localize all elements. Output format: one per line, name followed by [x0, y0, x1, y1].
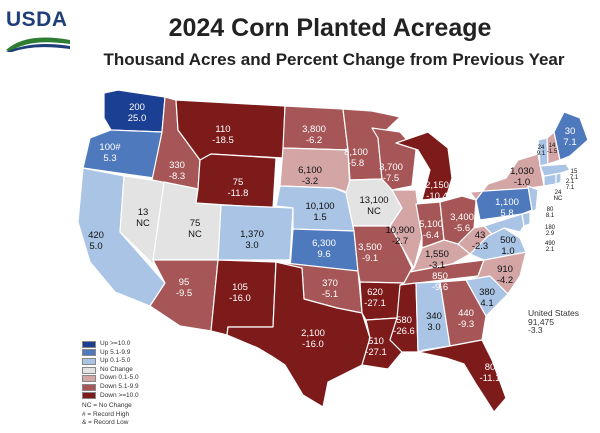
legend-swatch [82, 383, 96, 391]
legend-item: Up >=10.0 [82, 340, 139, 349]
us-total-value: 91,475 [528, 316, 554, 327]
legend-label: No Change [100, 365, 133, 373]
label-wv: 43 -2.3 [472, 230, 488, 252]
label-al: 340 3.0 [426, 311, 442, 333]
us-total-label: United States [528, 308, 580, 318]
label-ny: 1,030 -1.0 [510, 166, 534, 188]
legend-item: No Change [82, 366, 139, 375]
state-ma [539, 163, 571, 177]
legend-swatch [82, 357, 96, 365]
label-tn: 850 -9.6 [432, 271, 448, 293]
map-title: 2024 Corn Planted Acreage [168, 14, 492, 42]
label-oh: 3,400 -5.6 [450, 212, 474, 234]
usda-swoosh-icon [6, 37, 70, 52]
label-nv: 13 NC [136, 207, 150, 229]
label-ia: 13,100 NC [359, 195, 388, 217]
label-ut: 75 NC [188, 218, 202, 240]
label-ca: 420 5.0 [88, 230, 104, 252]
legend-label: Down 0.1-5.0 [100, 374, 139, 382]
label-ne: 10,100 1.5 [305, 201, 334, 223]
label-va: 500 1.0 [500, 235, 516, 257]
state-co [217, 204, 294, 261]
usda-logo: USDA [6, 8, 70, 52]
label-nc: 910 -4.2 [497, 264, 513, 286]
legend-swatch [82, 375, 96, 383]
label-id: 330 -8.3 [169, 160, 185, 182]
label-ky: 1,550 -3.1 [425, 249, 449, 271]
legend-notes: NC = No Change # = Record High & = Recor… [82, 402, 139, 428]
legend-label: Up >=10.0 [100, 340, 131, 347]
state-tx [226, 261, 371, 408]
state-ri [555, 172, 562, 185]
label-mn: 8,100 -5.8 [344, 147, 368, 169]
label-nj: 80 8.1 [546, 207, 555, 219]
label-sd: 6,100 -3.2 [298, 165, 322, 187]
label-la: 510 -27.1 [365, 336, 387, 358]
label-nd: 3,800 -6.2 [302, 124, 326, 146]
legend-label: Down >=10.0 [100, 391, 139, 399]
label-ct: 24 NC [554, 190, 563, 202]
label-in: 5,100 -6.4 [419, 219, 443, 241]
legend-item: Down 0.1-5.0 [82, 374, 139, 383]
label-wi: 3,700 -7.5 [379, 162, 403, 184]
label-ar: 620 -27.1 [364, 287, 386, 309]
label-me: 30 7.1 [563, 126, 576, 148]
state-me [553, 111, 589, 161]
label-fl: 80 -11.1 [480, 362, 501, 384]
label-az: 95 -9.5 [176, 277, 192, 299]
label-mi: 2,150 -10.4 [425, 180, 449, 202]
label-co: 1,370 3.0 [240, 229, 264, 251]
label-wa: 200 25.0 [128, 102, 147, 124]
label-ga: 440 -9.3 [458, 308, 474, 330]
label-wy: 75 -11.8 [228, 177, 249, 199]
state-nj [527, 185, 539, 213]
state-il [389, 189, 423, 269]
label-ks: 6,300 9.6 [312, 238, 336, 260]
state-or [82, 129, 163, 179]
legend-note: & = Record Low [82, 419, 129, 427]
state-wy [195, 153, 277, 209]
legend-swatch [82, 349, 96, 357]
legend-item: Down >=10.0 [82, 392, 139, 401]
legend-item: Up 5.1-9.9 [82, 349, 139, 358]
label-mt: 110 -18.5 [212, 124, 234, 146]
legend-swatch [82, 392, 96, 400]
state-ny [469, 153, 545, 201]
legend-note: # = Record High [82, 410, 130, 418]
legend-label: Up 0.1-5.0 [100, 357, 131, 365]
label-vt: 24 9.1 [537, 145, 546, 157]
map-subtitle: Thousand Acres and Percent Change from P… [103, 50, 565, 69]
usda-logo-text: USDA [6, 8, 68, 31]
state-sd [279, 147, 351, 194]
label-pa: 1,100 5.8 [495, 197, 519, 219]
label-or: 100# 5.3 [99, 142, 121, 164]
us-total: United States 91,475 -3.3 [528, 309, 579, 335]
legend-item: Up 0.1-5.0 [82, 357, 139, 366]
label-il: 10,900 -2.7 [385, 225, 414, 247]
map-legend: Up >=10.0 Up 5.1-9.9 Up 0.1-5.0 No Chang… [82, 340, 139, 428]
label-mo: 3,500 -9.1 [358, 242, 382, 264]
legend-label: Up 5.1-9.9 [100, 348, 131, 356]
label-ri: 2.1 7.1 [566, 179, 575, 191]
label-ma: 15 7.1 [570, 169, 579, 181]
label-nm: 105 -16.0 [229, 282, 251, 304]
state-fl [417, 339, 507, 413]
legend-swatch [82, 340, 96, 348]
legend-label: Down 5.1-9.9 [100, 382, 139, 390]
legend-note: NC = No Change [82, 402, 132, 410]
state-mi [395, 131, 453, 201]
state-de [521, 211, 531, 227]
label-nh: 14 -1.5 [547, 143, 558, 155]
us-total-change: -3.3 [528, 325, 543, 335]
label-sc: 380 4.1 [479, 287, 495, 309]
label-de: 180 2.9 [545, 225, 556, 237]
label-ms: 580 -26.6 [393, 315, 415, 337]
label-tx: 2,100 -16.0 [301, 328, 325, 350]
legend-item: Down 5.1-9.9 [82, 383, 139, 392]
legend-swatch [82, 366, 96, 374]
label-ok: 370 -5.1 [322, 278, 338, 300]
label-md: 490 2.1 [545, 241, 556, 253]
